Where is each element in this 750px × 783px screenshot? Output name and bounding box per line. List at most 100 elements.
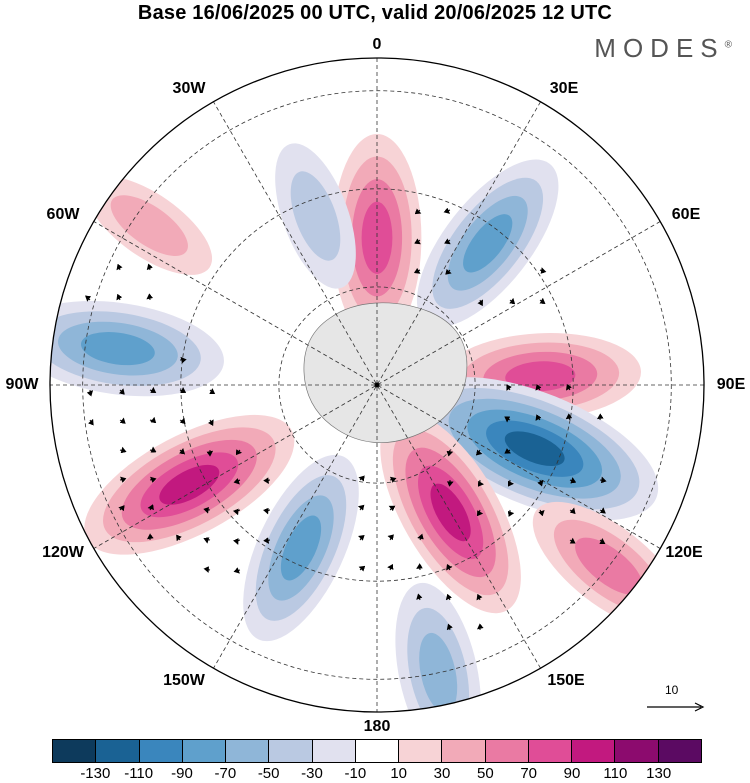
wind-vector xyxy=(537,479,544,487)
wind-vector xyxy=(179,356,187,364)
wind-vector xyxy=(476,509,484,517)
wind-vector xyxy=(417,533,424,541)
anomaly-contour xyxy=(110,195,188,256)
colorbar-tick-label: 110 xyxy=(603,765,628,782)
wind-vector xyxy=(475,449,483,456)
lon-label-90w: 90W xyxy=(5,376,39,393)
wind-vector xyxy=(416,563,423,571)
wind-vector xyxy=(507,479,514,487)
wind-vector xyxy=(507,509,515,517)
wind-vector xyxy=(535,383,542,391)
wind-vector xyxy=(149,446,157,453)
wind-vector xyxy=(476,593,483,601)
colorbar-tick-label: 50 xyxy=(476,765,494,782)
colorbar-segment xyxy=(442,740,486,762)
colorbar xyxy=(52,739,702,763)
colorbar-segment xyxy=(139,740,183,762)
wind-vector xyxy=(203,566,211,573)
colorbar-segment xyxy=(269,740,313,762)
lon-label-30e: 30E xyxy=(549,80,579,97)
wind-vector xyxy=(599,507,606,514)
wind-vector xyxy=(599,476,607,484)
wind-vector xyxy=(179,448,186,455)
wind-vector xyxy=(504,416,511,423)
lon-label-30w: 30W xyxy=(172,80,206,97)
wind-vector xyxy=(119,476,127,483)
colorbar-segment xyxy=(528,740,573,762)
wind-vector xyxy=(146,263,153,271)
colorbar-ticks: -130 -110 -90 -70 -50 -30 -10 10 30 50 70 90 110 130 xyxy=(0,765,750,783)
anomaly-contour xyxy=(290,171,341,261)
wind-vector xyxy=(206,449,214,457)
wind-vector xyxy=(506,384,512,391)
wind-vector xyxy=(209,388,216,395)
wind-vector xyxy=(116,293,123,301)
wind-vector xyxy=(203,507,211,514)
wind-vector xyxy=(446,449,454,457)
colorbar-segment xyxy=(615,740,659,762)
wind-vector xyxy=(86,389,94,397)
wind-vector xyxy=(509,297,516,305)
wind-vector xyxy=(387,534,395,541)
wind-vector xyxy=(149,416,157,424)
anomaly-contour xyxy=(280,515,322,581)
wind-vector xyxy=(446,623,453,631)
brand-logo: MODES® xyxy=(594,33,732,64)
wind-vector xyxy=(85,295,91,302)
colorbar-tick-label: 10 xyxy=(390,765,407,782)
colorbar-tick-label: 130 xyxy=(646,765,672,782)
wind-vector xyxy=(414,208,422,215)
wind-vector xyxy=(263,477,271,485)
wind-vector xyxy=(445,268,452,275)
lon-label-120e: 120E xyxy=(665,544,703,561)
wind-vector xyxy=(149,386,157,393)
wind-vector xyxy=(445,593,452,601)
wind-vector xyxy=(149,476,157,483)
wind-vector xyxy=(203,537,211,544)
colorbar-tick-label: -110 xyxy=(124,765,154,782)
wind-vector xyxy=(88,418,94,426)
wind-vector xyxy=(446,563,452,571)
colorbar-segment xyxy=(312,740,356,762)
wind-vector xyxy=(569,537,576,544)
landmass-overlay xyxy=(303,302,468,443)
wind-vector xyxy=(535,414,542,421)
colorbar-segment xyxy=(355,740,400,762)
wind-vector xyxy=(119,388,125,395)
wind-vector xyxy=(263,507,271,515)
wind-vector xyxy=(147,504,155,511)
anomaly-contour xyxy=(430,483,471,542)
latitude-circle xyxy=(82,90,672,680)
wind-vector xyxy=(118,505,125,512)
colorbar-segment xyxy=(658,740,701,762)
wind-vectors xyxy=(85,207,607,631)
wind-vector xyxy=(596,413,604,421)
wind-vector xyxy=(538,509,545,517)
wind-vector xyxy=(358,534,365,541)
wind-vector xyxy=(539,267,547,274)
colorbar-segment xyxy=(96,740,140,762)
lon-label-0: 0 xyxy=(372,36,382,53)
wind-vector xyxy=(389,476,397,483)
colorbar-segment xyxy=(53,740,97,762)
anomaly-contour xyxy=(159,464,220,505)
wind-vector xyxy=(569,507,576,515)
colorbar-tick-label: -10 xyxy=(344,765,367,782)
wind-vector xyxy=(477,623,484,631)
wind-vector xyxy=(146,533,154,541)
wind-vector xyxy=(179,417,186,425)
lon-label-180: 180 xyxy=(363,718,391,735)
wind-vector xyxy=(444,238,451,245)
wind-vector xyxy=(146,293,153,301)
colorbar-segment xyxy=(485,740,529,762)
wind-vector xyxy=(539,297,546,304)
wind-vector xyxy=(357,504,365,511)
wind-vector xyxy=(119,417,126,424)
anomaly-contour xyxy=(575,537,643,595)
wind-vector xyxy=(233,567,241,574)
latitude-circle xyxy=(278,286,476,484)
south-pole-marker xyxy=(374,382,380,388)
wind-vector xyxy=(504,448,512,454)
wind-vector xyxy=(443,207,451,214)
wind-vector xyxy=(235,449,242,456)
